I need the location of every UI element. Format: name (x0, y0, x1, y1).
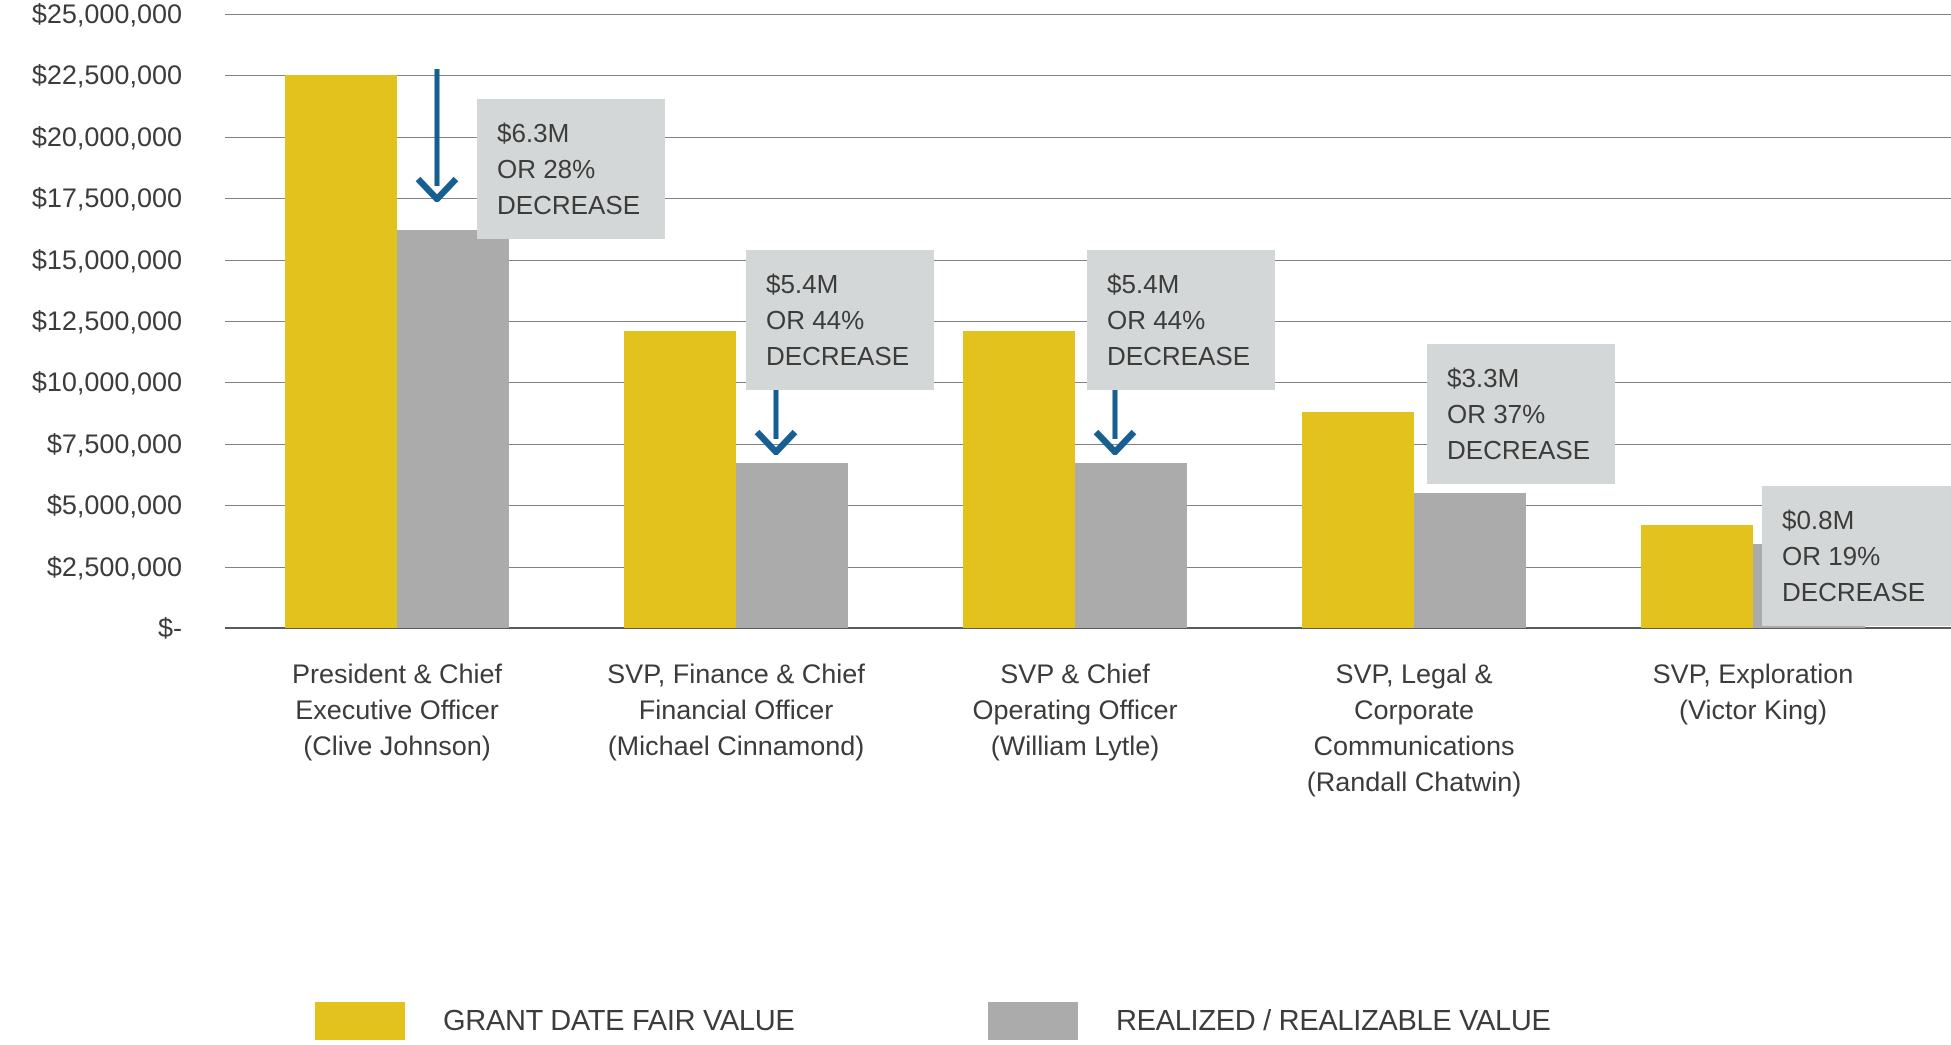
legend-label-realized-realizable-value: REALIZED / REALIZABLE VALUE (1116, 1004, 1551, 1037)
x-axis-line (225, 627, 1951, 629)
legend-item-grant-date-fair-value: GRANT DATE FAIR VALUE (315, 1002, 795, 1040)
bar-realized-realizable-value (736, 463, 848, 628)
decrease-arrow-icon (413, 69, 461, 205)
decrease-annotation-box: $0.8M OR 19% DECREASE (1762, 486, 1951, 626)
decrease-annotation-box: $5.4M OR 44% DECREASE (1087, 250, 1275, 390)
category-label: President & Chief Executive Officer (Cli… (291, 659, 503, 761)
y-axis-tick-label: $20,000,000 (31, 121, 182, 152)
bar-realized-realizable-value (1075, 463, 1187, 628)
y-axis-tick-label: $25,000,000 (31, 0, 182, 29)
category-label: SVP & Chief Operating Officer (William L… (972, 659, 1178, 761)
gridline (225, 443, 1951, 445)
decrease-annotation-box: $6.3M OR 28% DECREASE (477, 99, 665, 239)
bar-realized-realizable-value (1414, 492, 1526, 628)
gridline (225, 198, 1951, 200)
y-axis-tick-label: $15,000,000 (31, 244, 182, 275)
y-axis-tick-label: $17,500,000 (31, 183, 182, 214)
y-axis-tick-label: $10,000,000 (31, 367, 182, 398)
y-axis-tick-label: $22,500,000 (31, 60, 182, 91)
decrease-annotation-box: $5.4M OR 44% DECREASE (746, 250, 934, 390)
bar-grant-date-fair-value (285, 75, 397, 628)
y-axis-tick-label: $5,000,000 (46, 490, 182, 521)
bar-realized-realizable-value (397, 230, 509, 628)
y-axis-tick-label: $12,500,000 (31, 306, 182, 336)
category-label: SVP, Exploration (Victor King) (1652, 659, 1854, 725)
bar-grant-date-fair-value (963, 330, 1075, 628)
y-axis-tick-label: $7,500,000 (46, 428, 182, 459)
y-axis-tick-label: $- (157, 613, 182, 643)
category-label: SVP, Finance & Chief Financial Officer (… (607, 659, 865, 761)
legend-swatch-realized-realizable-value (988, 1002, 1078, 1040)
bar-grant-date-fair-value (624, 330, 736, 628)
y-axis-tick-label: $2,500,000 (46, 551, 182, 582)
gridline (225, 14, 1951, 15)
category-label: SVP, Legal & Corporate Communications (R… (1306, 659, 1522, 797)
legend-swatch-grant-date-fair-value (315, 1002, 405, 1040)
decrease-annotation-box: $3.3M OR 37% DECREASE (1427, 344, 1615, 484)
gridline (225, 75, 1951, 77)
bar-grant-date-fair-value (1641, 524, 1753, 628)
bar-grant-date-fair-value (1302, 411, 1414, 628)
legend-item-realized-realizable-value: REALIZED / REALIZABLE VALUE (988, 1002, 1551, 1040)
gridline (225, 136, 1951, 138)
legend-label-grant-date-fair-value: GRANT DATE FAIR VALUE (443, 1004, 795, 1037)
